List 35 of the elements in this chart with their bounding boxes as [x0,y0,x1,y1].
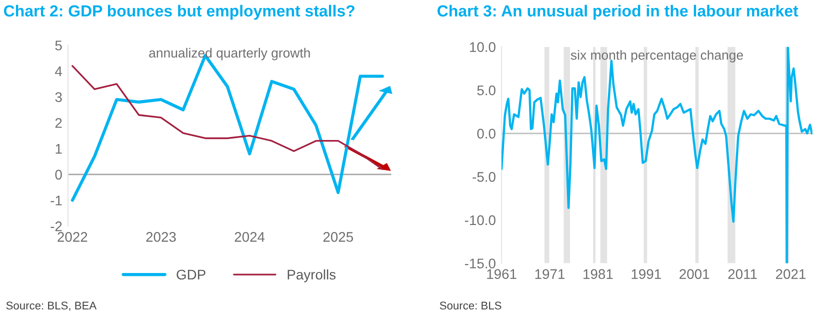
x-tick-label: 2011 [728,269,757,279]
x-tick-label: 1981 [584,269,613,279]
x-tick-label: 1971 [535,269,565,279]
y-tick-label: -10.0 [464,215,496,226]
y-tick-label: 5.0 [477,85,496,96]
line-series [72,65,384,170]
x-tick-label: 2001 [680,269,710,279]
x-tick-label: 2023 [146,232,176,242]
y-tick-label: -15.0 [464,258,496,268]
x-tick-label: 1991 [632,269,661,279]
chart-subtitle: six month percentage change [570,50,743,62]
x-tick-label: 2021 [776,269,806,279]
source-note: Source: BLS [440,302,502,310]
y-tick-label: -2 [50,221,62,232]
y-tick-label: 0 [55,170,62,180]
x-tick-label: 2022 [58,232,88,242]
y-tick-label: 5 [55,40,62,50]
x-tick-label: 2025 [323,232,354,242]
y-tick-label: 3 [55,92,62,102]
y-tick-label: 2 [55,118,62,128]
y-tick-label: -5.0 [472,172,496,182]
y-tick-label: 0.0 [477,128,496,139]
x-tick-label: 1961 [487,269,516,279]
y-tick-label: 1 [56,144,62,154]
y-tick-label: 10.0 [470,42,496,52]
chart-subtitle: annualized quarterly growth [149,48,310,60]
legend-label: GDP [176,270,206,280]
y-tick-label: -1 [50,196,62,206]
chart-title: Chart 2: GDP bounces but employment stalls? [4,4,354,20]
y-tick-label: 4 [55,66,62,76]
x-tick-label: 2024 [234,232,265,242]
chart-title: Chart 3: An unusual period in the labour market [438,4,798,20]
legend-label: Payrolls [288,269,336,282]
source-note: Source: BLS, BEA [6,302,97,311]
line-series [502,46,812,264]
